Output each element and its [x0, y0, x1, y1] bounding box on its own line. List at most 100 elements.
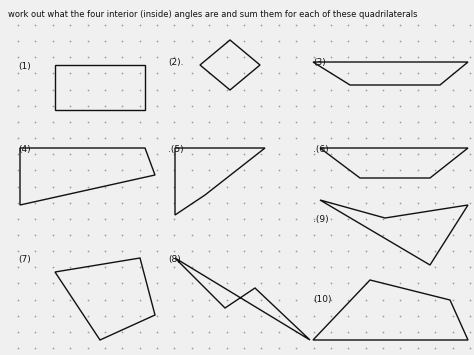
- Point: [32, 345, 39, 351]
- Point: [14, 345, 22, 351]
- Point: [66, 103, 74, 109]
- Point: [397, 38, 404, 44]
- Point: [275, 216, 283, 222]
- Point: [171, 168, 178, 173]
- Point: [345, 280, 352, 286]
- Point: [275, 119, 283, 125]
- Point: [84, 119, 91, 125]
- Point: [223, 119, 230, 125]
- Point: [310, 329, 317, 335]
- Point: [449, 248, 456, 254]
- Point: [414, 184, 422, 189]
- Point: [327, 87, 335, 92]
- Point: [397, 232, 404, 238]
- Point: [345, 103, 352, 109]
- Point: [292, 232, 300, 238]
- Point: [49, 151, 56, 157]
- Point: [136, 151, 144, 157]
- Point: [345, 87, 352, 92]
- Point: [240, 264, 248, 270]
- Point: [449, 216, 456, 222]
- Point: [292, 248, 300, 254]
- Point: [275, 313, 283, 318]
- Point: [362, 71, 370, 76]
- Point: [32, 248, 39, 254]
- Point: [223, 151, 230, 157]
- Point: [310, 71, 317, 76]
- Point: [66, 216, 74, 222]
- Point: [327, 200, 335, 206]
- Point: [397, 103, 404, 109]
- Point: [171, 184, 178, 189]
- Point: [292, 264, 300, 270]
- Point: [466, 87, 474, 92]
- Point: [205, 248, 213, 254]
- Point: [257, 119, 265, 125]
- Point: [362, 345, 370, 351]
- Point: [188, 280, 196, 286]
- Point: [84, 200, 91, 206]
- Point: [257, 103, 265, 109]
- Point: [275, 297, 283, 302]
- Point: [14, 280, 22, 286]
- Point: [223, 22, 230, 28]
- Point: [84, 297, 91, 302]
- Point: [240, 38, 248, 44]
- Point: [188, 329, 196, 335]
- Point: [310, 280, 317, 286]
- Point: [327, 345, 335, 351]
- Point: [345, 313, 352, 318]
- Point: [84, 329, 91, 335]
- Text: work out what the four interior (inside) angles are and sum them for each of the: work out what the four interior (inside)…: [8, 10, 418, 19]
- Point: [431, 232, 439, 238]
- Point: [32, 168, 39, 173]
- Point: [379, 264, 387, 270]
- Point: [84, 87, 91, 92]
- Point: [362, 248, 370, 254]
- Point: [240, 248, 248, 254]
- Point: [223, 184, 230, 189]
- Point: [327, 71, 335, 76]
- Point: [49, 54, 56, 60]
- Point: [257, 22, 265, 28]
- Point: [118, 71, 126, 76]
- Point: [223, 297, 230, 302]
- Point: [292, 200, 300, 206]
- Text: (2).: (2).: [168, 58, 183, 67]
- Point: [66, 22, 74, 28]
- Point: [327, 248, 335, 254]
- Point: [362, 151, 370, 157]
- Point: [223, 280, 230, 286]
- Point: [345, 119, 352, 125]
- Point: [379, 168, 387, 173]
- Point: [101, 184, 109, 189]
- Point: [223, 135, 230, 141]
- Point: [118, 135, 126, 141]
- Point: [66, 232, 74, 238]
- Point: [362, 135, 370, 141]
- Point: [66, 71, 74, 76]
- Point: [171, 54, 178, 60]
- Point: [14, 329, 22, 335]
- Point: [118, 168, 126, 173]
- Point: [49, 264, 56, 270]
- Point: [310, 168, 317, 173]
- Point: [310, 119, 317, 125]
- Point: [397, 200, 404, 206]
- Point: [327, 119, 335, 125]
- Point: [118, 200, 126, 206]
- Point: [449, 297, 456, 302]
- Point: [118, 38, 126, 44]
- Point: [49, 232, 56, 238]
- Point: [136, 232, 144, 238]
- Point: [205, 313, 213, 318]
- Point: [466, 184, 474, 189]
- Point: [240, 297, 248, 302]
- Point: [414, 345, 422, 351]
- Point: [397, 135, 404, 141]
- Point: [32, 297, 39, 302]
- Point: [466, 297, 474, 302]
- Point: [223, 329, 230, 335]
- Point: [14, 184, 22, 189]
- Point: [32, 280, 39, 286]
